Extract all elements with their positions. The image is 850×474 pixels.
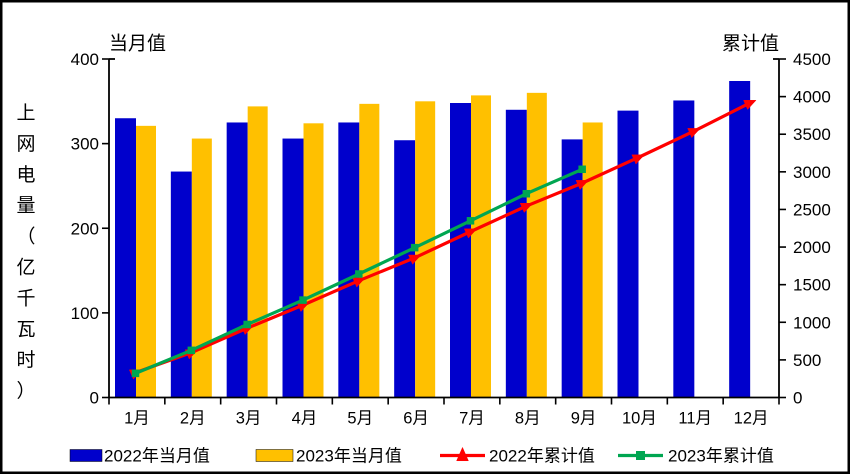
- svg-text:2月: 2月: [180, 410, 206, 428]
- svg-text:电: 电: [16, 164, 35, 186]
- svg-text:（: （: [16, 226, 35, 248]
- svg-text:100: 100: [71, 304, 99, 323]
- svg-text:2023年累计值: 2023年累计值: [668, 447, 774, 466]
- svg-text:）: ）: [16, 380, 35, 402]
- svg-text:亿: 亿: [16, 257, 35, 279]
- svg-text:网: 网: [16, 134, 35, 155]
- svg-text:9月: 9月: [571, 410, 597, 428]
- svg-text:7月: 7月: [459, 410, 485, 428]
- svg-text:2023年当月值: 2023年当月值: [296, 447, 402, 466]
- svg-text:8月: 8月: [515, 410, 541, 428]
- svg-text:千: 千: [16, 287, 35, 309]
- svg-text:0: 0: [90, 389, 99, 408]
- svg-text:500: 500: [793, 351, 821, 370]
- svg-text:6月: 6月: [403, 410, 429, 428]
- svg-text:3000: 3000: [793, 163, 831, 182]
- svg-text:4月: 4月: [292, 410, 318, 428]
- svg-text:瓦: 瓦: [16, 319, 35, 340]
- svg-text:200: 200: [71, 219, 99, 238]
- svg-text:1000: 1000: [793, 313, 831, 332]
- svg-text:累计值: 累计值: [722, 33, 779, 55]
- svg-text:1月: 1月: [124, 410, 150, 428]
- svg-text:2022年当月值: 2022年当月值: [104, 447, 210, 466]
- svg-text:4500: 4500: [793, 50, 831, 69]
- svg-text:当月值: 当月值: [109, 33, 166, 55]
- svg-text:上: 上: [16, 102, 35, 124]
- svg-text:2500: 2500: [793, 200, 831, 219]
- svg-text:300: 300: [71, 135, 99, 154]
- svg-text:10月: 10月: [622, 410, 657, 428]
- svg-text:时: 时: [16, 349, 35, 371]
- svg-text:2000: 2000: [793, 238, 831, 257]
- svg-text:1500: 1500: [793, 276, 831, 295]
- svg-text:5月: 5月: [347, 410, 373, 428]
- svg-text:400: 400: [71, 50, 99, 69]
- svg-text:4000: 4000: [793, 88, 831, 107]
- svg-text:量: 量: [16, 196, 35, 217]
- svg-text:3500: 3500: [793, 125, 831, 144]
- svg-text:2022年累计值: 2022年累计值: [489, 447, 595, 466]
- svg-text:11月: 11月: [678, 410, 712, 428]
- svg-text:3月: 3月: [236, 410, 262, 428]
- svg-text:12月: 12月: [734, 410, 769, 428]
- svg-text:0: 0: [793, 389, 802, 408]
